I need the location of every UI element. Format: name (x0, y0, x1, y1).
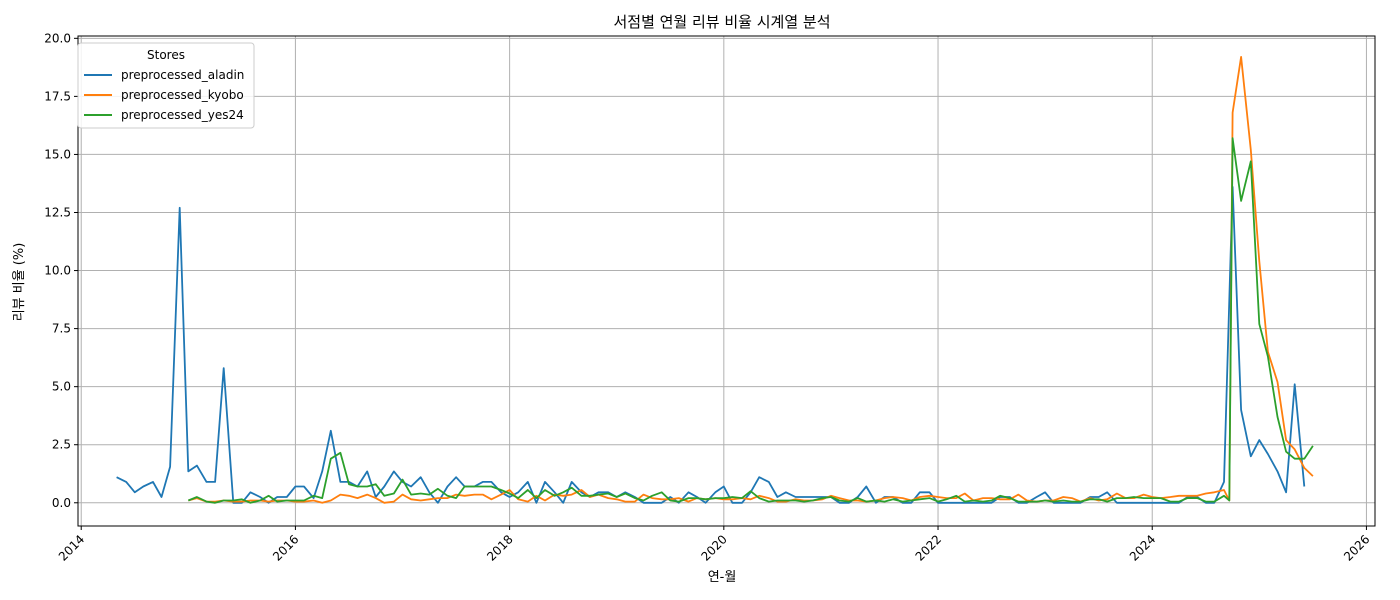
y-axis-title: 리뷰 비율 (%) (12, 243, 27, 322)
plot-frame (77, 35, 1376, 527)
grid (78, 36, 1375, 526)
legend-label-aladin: preprocessed_aladin (121, 68, 244, 82)
chart-title: 서점별 연월 리뷰 비율 시계열 분석 (613, 13, 830, 31)
y-tick-label: 2.5 (52, 438, 71, 452)
series-line-aladin (116, 186, 1306, 504)
series-line-kyobo (188, 56, 1314, 504)
y-tick-label: 0.0 (52, 496, 71, 510)
legend-box (77, 42, 255, 129)
legend-label-yes24: preprocessed_yes24 (121, 108, 244, 122)
y-tick-label: 17.5 (44, 89, 71, 103)
legend-title: Stores (147, 48, 185, 62)
y-tick-label: 7.5 (52, 322, 71, 336)
legend: Stores preprocessed_aladin preprocessed_… (77, 42, 255, 129)
legend-label-kyobo: preprocessed_kyobo (121, 88, 244, 102)
y-tick-label: 20.0 (44, 31, 71, 45)
y-tick-label: 10.0 (44, 264, 71, 278)
y-tick-label: 15.0 (44, 147, 71, 161)
series-line-yes24 (187, 137, 1314, 504)
x-axis-title: 연-월 (708, 570, 737, 585)
y-tick-label: 5.0 (52, 380, 71, 394)
y-tick-label: 12.5 (44, 205, 71, 219)
series-lines (116, 56, 1314, 504)
